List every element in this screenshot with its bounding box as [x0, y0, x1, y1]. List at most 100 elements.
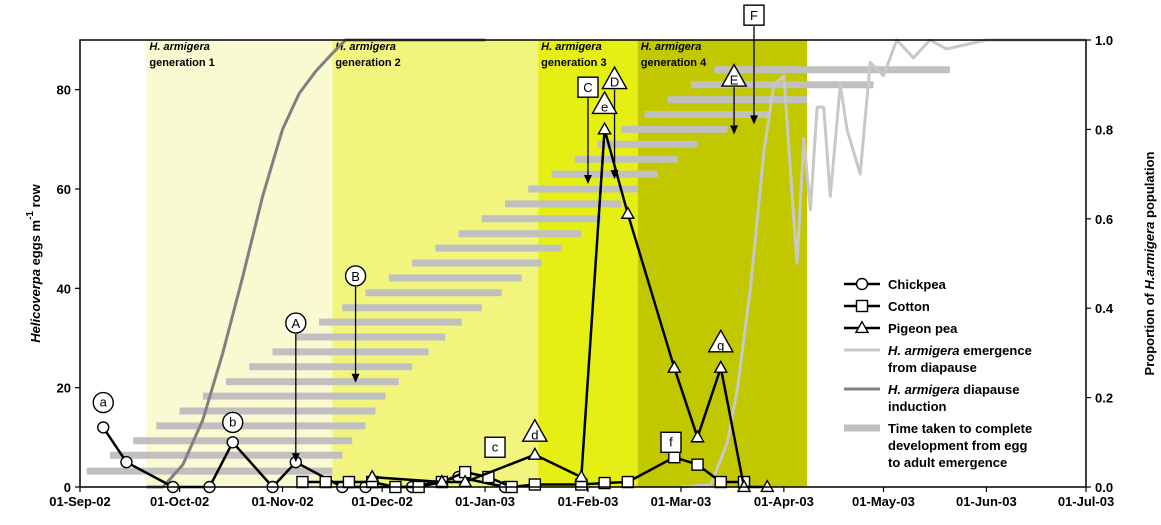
- pigeon-pea-point-10: [713, 360, 729, 373]
- x-tick-label-1: 01-Sep-02: [49, 494, 110, 509]
- generation-species-3: H. armigera: [541, 41, 602, 53]
- annotation-marker-c: [484, 436, 506, 458]
- generation-species-2: H. armigera: [335, 41, 396, 53]
- chickpea-point-5: [226, 436, 239, 449]
- x-tick-label-5: 01-Jan-03: [455, 494, 515, 509]
- annotation-marker-f: [660, 431, 682, 453]
- event-label-D: D: [610, 75, 619, 90]
- y-left-tick-label-2: 20: [57, 381, 71, 396]
- event-marker-A: [285, 312, 307, 334]
- event-marker-D: [601, 65, 628, 90]
- annotation-label-g: g: [717, 338, 724, 353]
- legend-text-1-1: Chickpea: [888, 277, 947, 292]
- event-marker-E: [720, 63, 748, 87]
- annotation-marker-e: [591, 90, 618, 115]
- x-tick-label-11: 01-Jul-03: [1058, 494, 1114, 509]
- annotation-label-c: c: [492, 439, 499, 454]
- generation-species-1: H. armigera: [149, 41, 210, 53]
- cotton-point-15: [668, 451, 681, 464]
- legend-text-6-3: to adult emergence: [888, 455, 1007, 470]
- y-left-tick-label-3: 40: [57, 281, 71, 296]
- x-tick-label-10: 01-Jun-03: [956, 494, 1017, 509]
- y-left-tick-label-1: 0: [64, 480, 71, 495]
- event-label-E: E: [730, 72, 739, 87]
- event-markers: A B C D E F: [285, 4, 765, 463]
- x-tick-label-3: 01-Nov-02: [251, 494, 313, 509]
- event-arrowhead-D: [610, 170, 619, 180]
- x-tick-label-6: 01-Feb-03: [558, 494, 619, 509]
- event-marker-C: [577, 76, 599, 98]
- y-right-tick-label-2: 0.2: [1095, 391, 1113, 406]
- chickpea-point-1: [97, 421, 110, 434]
- x-tick-label-9: 01-May-03: [852, 494, 915, 509]
- generation-label-1: generation 1: [149, 57, 214, 69]
- event-label-A: A: [291, 316, 300, 331]
- event-arrowhead-A: [291, 453, 300, 463]
- legend-text-3-1: Pigeon pea: [888, 321, 958, 336]
- pigeon-pea-point-12: [760, 479, 775, 493]
- development-bars: [86, 66, 950, 475]
- y-right-tick-label-3: 0.4: [1095, 301, 1114, 316]
- annotation-label-e: e: [601, 100, 608, 115]
- pigeon-pea-point-1: [364, 469, 380, 483]
- annotation-labels: a b c d e f g: [92, 90, 735, 458]
- annotation-label-f: f: [669, 434, 673, 449]
- pigeon-pea-point-7: [620, 206, 636, 219]
- y-left-tick-label-5: 80: [57, 83, 71, 98]
- x-tick-label-7: 01-Mar-03: [651, 494, 712, 509]
- event-arrowhead-B: [351, 373, 360, 383]
- annotation-marker-a: [92, 391, 114, 414]
- legend-text-4-1: H. armigera emergence: [888, 343, 1032, 358]
- generation-label-3: generation 3: [541, 57, 606, 69]
- y-right-tick-label-4: 0.6: [1095, 212, 1113, 227]
- legend-text-6-2: development from egg: [888, 438, 1027, 453]
- proportion-lines: [146, 38, 1086, 489]
- event-marker-B: [344, 265, 367, 287]
- event-label-C: C: [583, 80, 592, 95]
- legend-marker-3: [854, 320, 870, 334]
- legend-marker-2: [855, 299, 869, 313]
- y-right-tick-label-5: 0.8: [1095, 122, 1113, 137]
- pigeon-pea-point-8: [667, 360, 682, 373]
- annotation-marker-b: [222, 411, 244, 434]
- cotton-point-3: [342, 475, 356, 489]
- annotation-marker-d: [521, 418, 549, 442]
- chickpea-point-2: [120, 455, 133, 469]
- cotton-point-11: [528, 478, 542, 491]
- annotation-label-a: a: [100, 395, 108, 410]
- event-label-B: B: [351, 269, 360, 284]
- diapause-induction-line: [146, 38, 486, 489]
- pigeon-pea-point-4: [527, 446, 543, 460]
- generation-species-4: H. armigera: [641, 41, 702, 53]
- pigeon-pea-point-6: [597, 121, 612, 135]
- event-label-F: F: [750, 8, 758, 23]
- pigeon-pea-point-9: [690, 429, 705, 443]
- cotton-point-2: [319, 475, 332, 489]
- x-tick-label-4: 01-Dec-02: [351, 494, 412, 509]
- generation-band-4: [637, 40, 808, 487]
- y-right-title: Proportion of H.armigera population: [1142, 151, 1157, 375]
- cotton-point-17: [714, 475, 727, 489]
- legend-text-6-1: Time taken to complete: [888, 421, 1032, 436]
- y-left-tick-label-4: 60: [57, 182, 71, 197]
- plot-frame: [79, 39, 1087, 488]
- y-right-tick-label-6: 1.0: [1095, 33, 1113, 48]
- cotton-point-14: [621, 475, 635, 489]
- event-arrowhead-F: [749, 115, 758, 125]
- emergence-line: [680, 38, 1086, 489]
- legend-text-5-2: induction: [888, 399, 947, 414]
- legend-text-2-1: Cotton: [888, 299, 930, 314]
- y-right-tick-label-1: 0.0: [1095, 480, 1113, 495]
- annotation-marker-g: [707, 328, 735, 353]
- annotation-label-b: b: [229, 414, 236, 429]
- event-arrowhead-E: [730, 125, 739, 135]
- y-left-title: Helicoverpa eggs m-1 row: [25, 183, 43, 342]
- annotation-label-d: d: [531, 427, 538, 442]
- axes: 01-Sep-02 01-Oct-02 01-Nov-02 01-Dec-02 01-J…: [25, 33, 1157, 509]
- cotton-point-13: [598, 476, 611, 490]
- generation-label-4: generation 4: [641, 57, 707, 69]
- event-marker-F: [743, 4, 765, 26]
- legend-marker-1: [855, 277, 869, 291]
- event-arrowhead-C: [583, 175, 592, 185]
